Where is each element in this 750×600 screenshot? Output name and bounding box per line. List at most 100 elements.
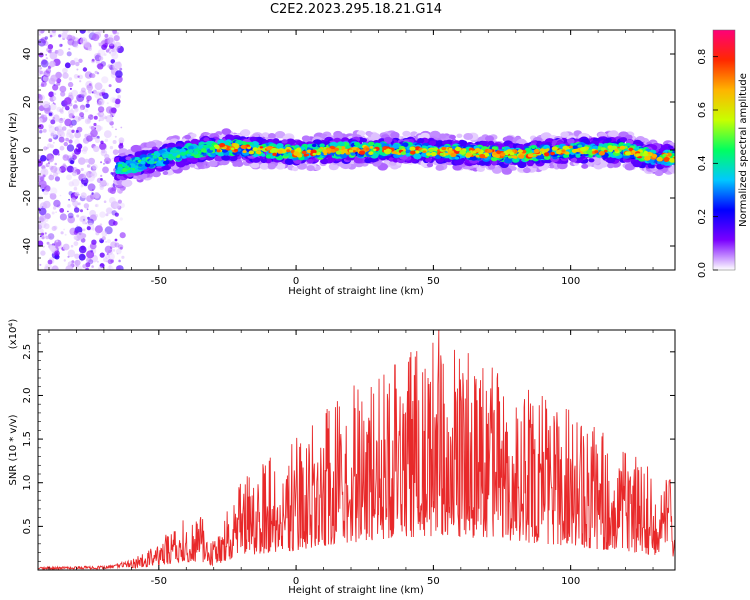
noise-blob [104,153,110,160]
noise-blob [105,240,108,243]
ridge-blob [543,155,551,161]
noise-blob [107,48,111,51]
ridge-blob [450,152,457,157]
ridge-blob [336,141,345,147]
noise-blob [97,106,105,113]
ridge-blob [352,147,357,151]
ridge-blob [121,163,128,167]
ridge-blob [628,147,634,151]
noise-blob [106,260,108,263]
noise-blob [62,67,68,74]
noise-blob [86,99,90,103]
ridge-blob [422,150,427,153]
noise-blob [56,204,61,209]
ridge-blob [247,146,251,150]
ridge-blob [317,148,323,152]
noise-blob [107,36,114,44]
noise-blob [100,179,107,186]
ridge-blob [189,163,196,168]
noise-blob [42,101,50,109]
snr-series-line [38,330,675,570]
noise-blob [68,92,73,97]
snr-x-tick-label: 100 [561,576,580,587]
noise-blob [71,170,78,177]
ridge-blob [140,160,146,165]
noise-blob [94,91,103,99]
ridge-blob [118,156,127,162]
ridge-blob [510,166,517,171]
ridge-blob [310,149,317,154]
noise-blob [103,200,107,203]
ridge-blob [368,151,374,156]
noise-blob [72,153,76,157]
noise-blob [91,192,94,195]
noise-blob [55,240,59,243]
ridge-blob [526,161,534,167]
noise-blob [120,126,123,129]
spectrogram-x-tick-label: -50 [151,276,167,287]
noise-blob [118,137,125,144]
noise-blob [100,107,102,110]
noise-blob [48,124,53,129]
noise-blob [39,155,47,162]
ridge-blob [625,142,631,147]
noise-blob [101,76,109,84]
ridge-blob [320,158,329,165]
ridge-blob [460,140,468,146]
noise-blob [98,42,103,47]
noise-blob [39,130,43,134]
ridge-blob [261,132,270,138]
ridge-blob [286,149,291,153]
noise-blob [66,34,73,41]
noise-blob [84,108,89,113]
ridge-blob [479,154,486,159]
noise-blob [105,254,111,259]
noise-blob [46,47,52,53]
ridge-blob [382,146,387,150]
noise-blob [118,259,121,261]
ridge-blob [435,164,444,171]
ridge-blob [134,157,140,161]
noise-blob [101,88,106,93]
noise-blob [112,30,117,34]
noise-blob [72,36,76,40]
noise-blob [79,37,88,45]
noise-blob [91,239,97,245]
ridge-blob [598,151,605,156]
noise-blob [59,109,64,114]
noise-blob [57,130,65,139]
noise-blob [66,129,74,136]
ridge-blob [600,147,606,151]
colorbar-tick-label: 0.2 [697,209,708,225]
ridge-blob [560,131,569,138]
noise-blob [74,116,78,120]
ridge-blob [372,160,381,167]
noise-blob [62,72,69,79]
noise-blob [65,105,70,111]
noise-blob [82,67,88,72]
noise-blob [52,84,59,91]
ridge-blob [319,143,325,148]
noise-blob [110,59,116,64]
ridge-blob [117,166,123,171]
noise-blob [86,135,93,142]
noise-blob [38,116,41,119]
ridge-blob [369,146,374,149]
ridge-blob [532,153,537,157]
noise-blob [78,74,83,80]
ridge-blob [657,160,662,165]
snr-x-tick-label: -50 [151,576,167,587]
noise-blob [109,107,117,115]
noise-blob [44,213,51,220]
ridge-blob [383,136,393,144]
ridge-blob [307,158,314,164]
noise-blob [81,115,85,120]
noise-blob [69,134,74,139]
noise-blob [65,137,69,142]
ridge-blob [292,166,299,172]
ridge-blob [390,131,400,139]
ridge-blob [413,153,422,160]
noise-blob [48,138,53,143]
noise-blob [39,70,44,75]
ridge-blob [608,130,619,138]
